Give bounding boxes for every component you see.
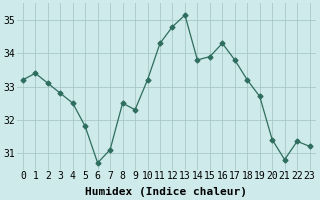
X-axis label: Humidex (Indice chaleur): Humidex (Indice chaleur) [85, 186, 247, 197]
